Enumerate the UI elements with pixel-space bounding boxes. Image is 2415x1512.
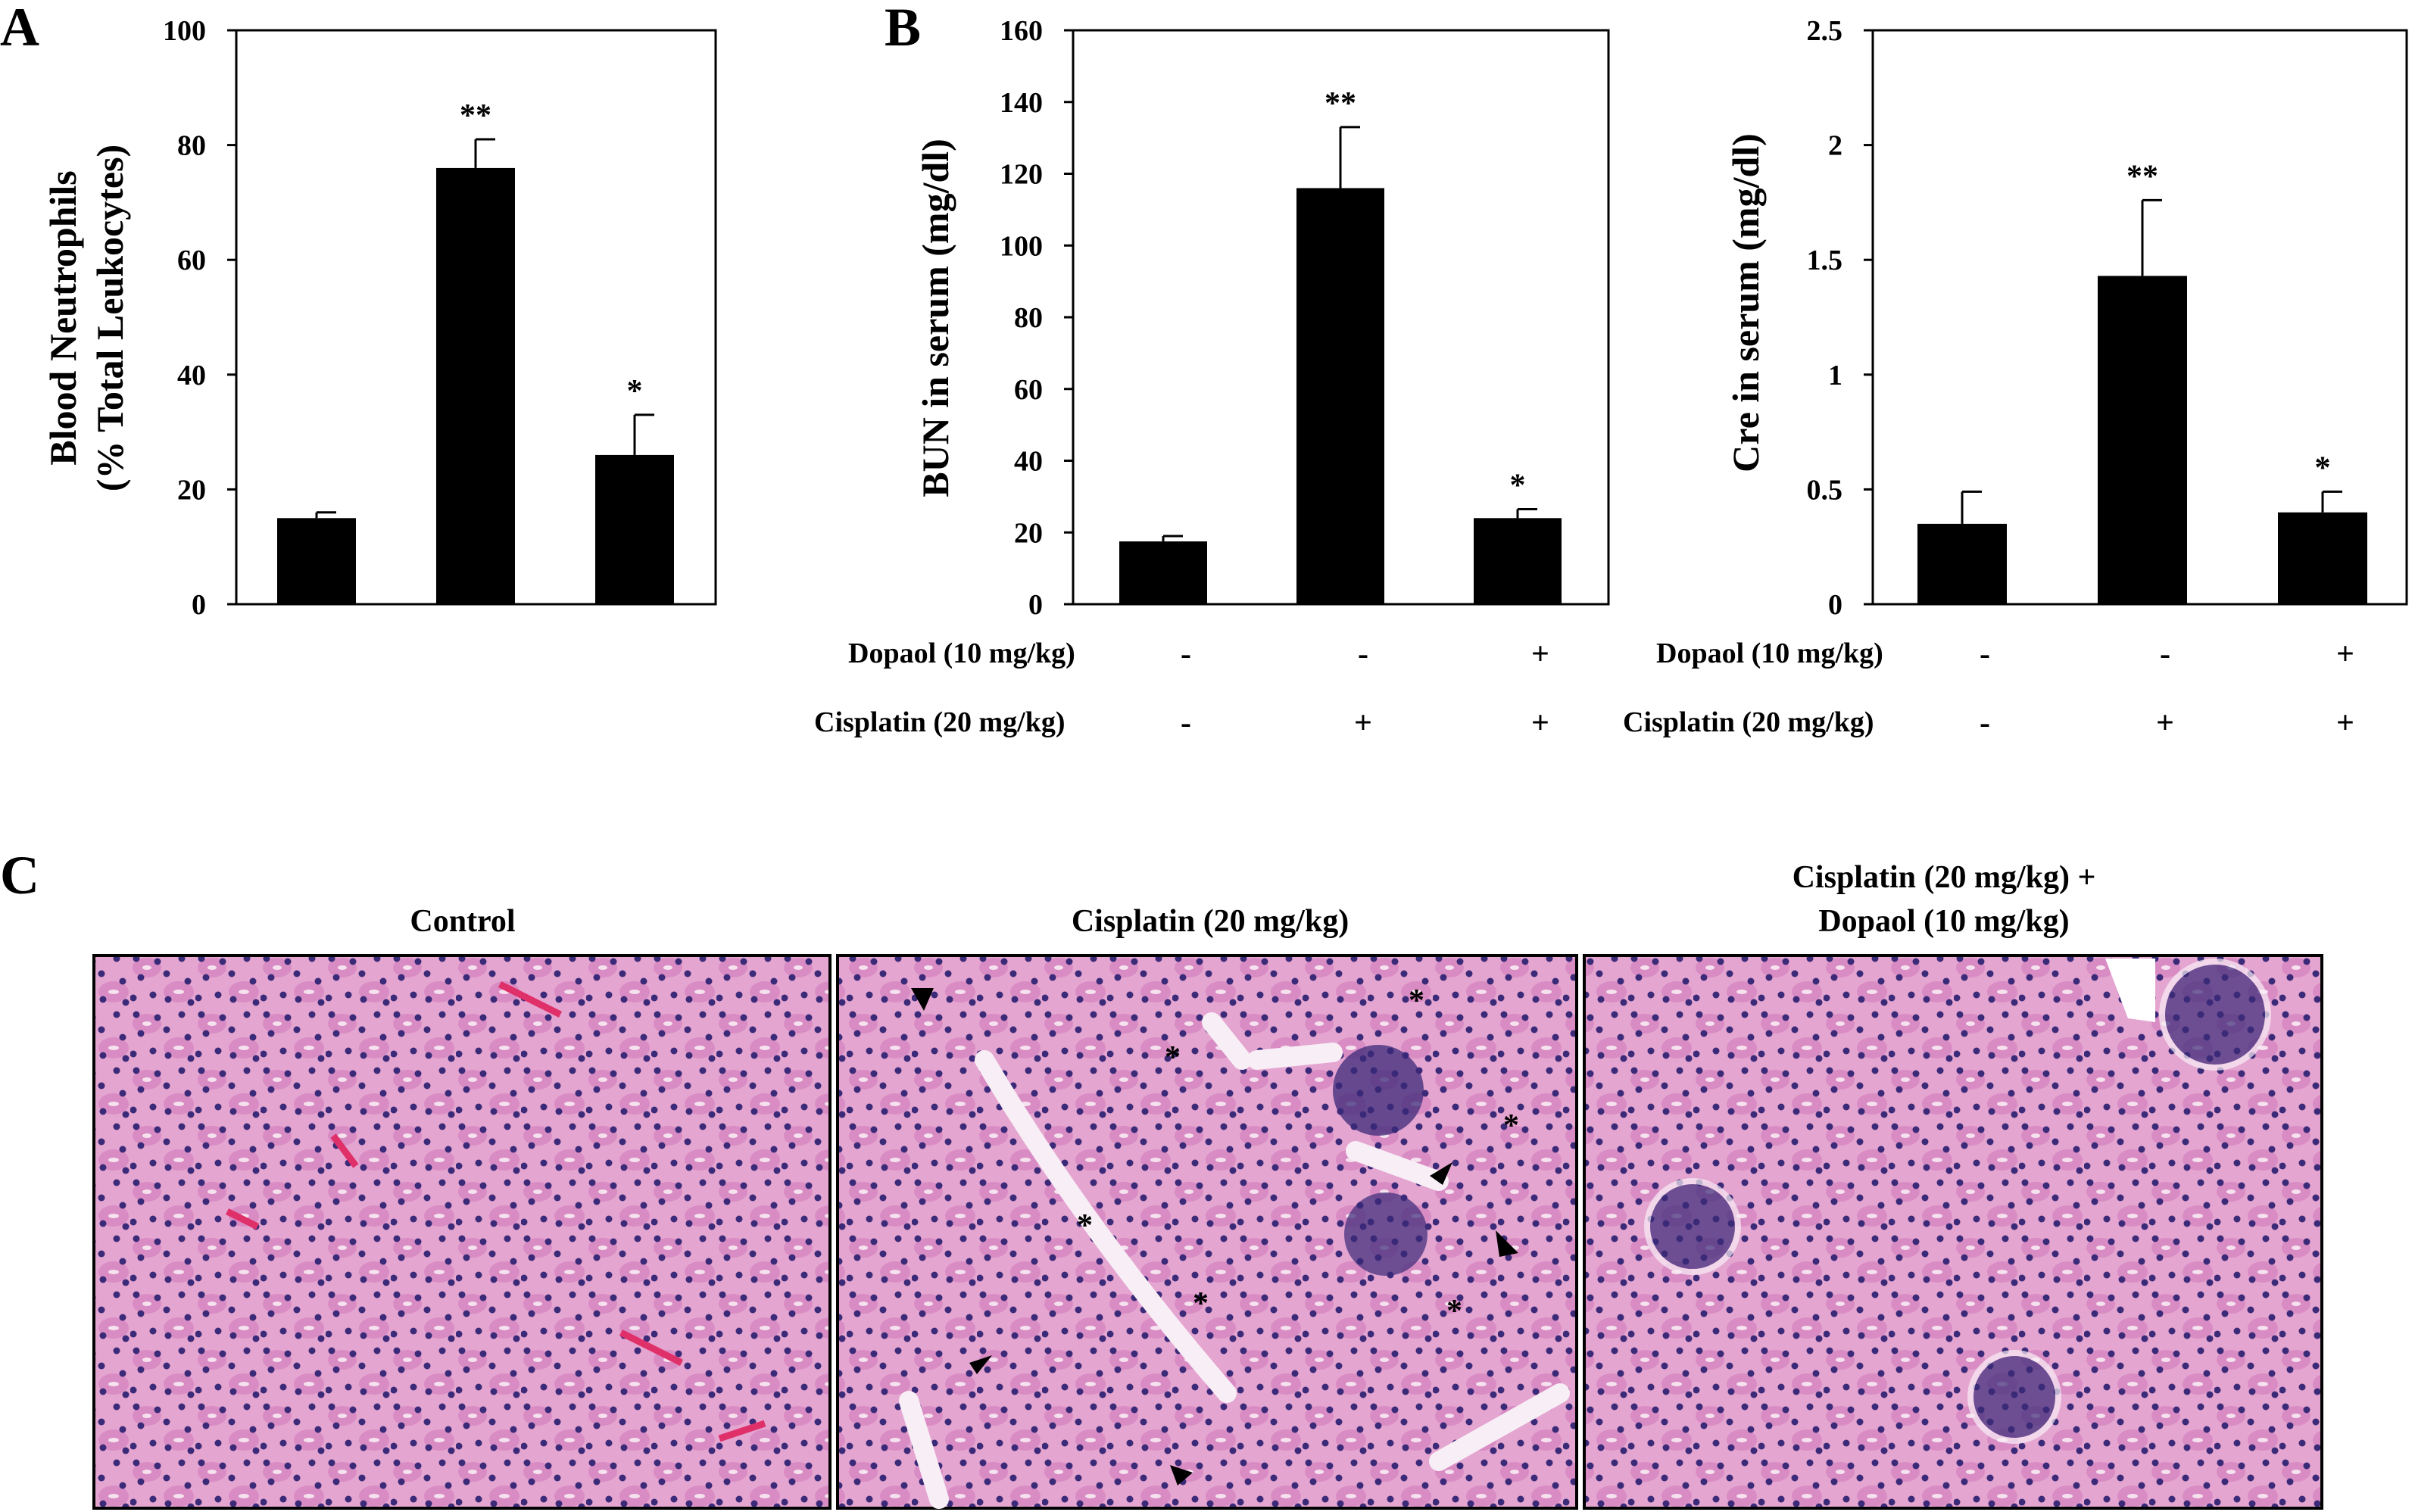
arrow-marker (1430, 1162, 1452, 1185)
bar (436, 167, 515, 605)
micrograph-control-tissue (92, 954, 832, 1510)
bar (1474, 518, 1562, 604)
y-tick-label: 0 (1828, 589, 1842, 621)
glomerulus (1967, 1350, 2061, 1444)
condition-signs: - - - + + + - - - + + + (1181, 637, 2354, 740)
y-tick-label: 80 (177, 130, 206, 162)
y-tick-label: 40 (1014, 446, 1043, 478)
significance-marker: * (2315, 450, 2331, 485)
significance-marker: * (627, 374, 643, 409)
significance-marker: * (1510, 468, 1526, 503)
dopaol-sign: - (1358, 637, 1368, 672)
y-tick-label: 1.5 (1807, 245, 1843, 276)
chart-creatinine: 00.511.522.5*** (1807, 15, 2408, 621)
cisplatin-sign: - (1181, 706, 1191, 740)
arrowhead-marker (1170, 1465, 1193, 1486)
dopaol-sign: + (2336, 637, 2354, 672)
panel-letter-b: B (885, 0, 921, 58)
glomerulus (1644, 1178, 1741, 1275)
asterisk-marker: * (1165, 1040, 1181, 1075)
bar (1917, 523, 2007, 604)
bar (2278, 512, 2367, 604)
bar (277, 518, 356, 604)
arrowhead-marker (911, 988, 934, 1011)
bar (2098, 276, 2187, 604)
ylabel-neutrophils-line1: Blood Neutrophils (42, 170, 84, 465)
bar (1296, 188, 1384, 604)
y-tick-label: 60 (1014, 374, 1043, 406)
cisplatin-sign: + (1531, 706, 1549, 740)
y-tick-label: 0 (192, 589, 206, 621)
glomerulus (1333, 1045, 1424, 1136)
ylabel-creatinine: Cre in serum (mg/dl) (1724, 133, 1767, 472)
rbc-streak (225, 980, 766, 1442)
y-tick-label: 0.5 (1807, 474, 1843, 506)
y-tick-label: 20 (177, 474, 206, 506)
cisplatin-label-right: Cisplatin (20 mg/kg) (1623, 706, 1874, 738)
lumen-damage (899, 1012, 1570, 1509)
arrow-marker (1496, 1230, 1518, 1257)
micrograph-control (92, 954, 832, 1510)
arrowhead-marker (969, 1355, 992, 1374)
dopaol-sign: + (1531, 637, 1549, 672)
y-tick-label: 2.5 (1807, 15, 1843, 47)
y-tick-label: 1 (1828, 360, 1842, 391)
significance-marker: ** (1325, 86, 1356, 121)
histology-title-cisplatin: Cisplatin (20 mg/kg) (1072, 904, 1349, 939)
panel-letter-c: C (0, 845, 39, 906)
dopaol-sign: - (2160, 637, 2170, 672)
ylabel-bun: BUN in serum (mg/dl) (914, 139, 956, 497)
bar (1119, 541, 1207, 604)
micrograph-cisplatin-tissue (836, 954, 1578, 1510)
asterisk-marker: * (1193, 1286, 1209, 1321)
dopaol-sign: - (1181, 637, 1191, 672)
cisplatin-sign: + (2156, 706, 2174, 740)
dopaol-label-right: Dopaol (10 mg/kg) (1656, 638, 1883, 669)
glomerulus (2159, 959, 2271, 1071)
panel-letter-a: A (0, 0, 39, 58)
histology-title-combo-line2: Dopaol (10 mg/kg) (1818, 904, 2069, 939)
y-tick-label: 40 (177, 360, 206, 391)
lumen-gap (2105, 959, 2155, 1022)
y-tick-label: 20 (1014, 517, 1043, 549)
ylabel-neutrophils-line2: (% Total Leukocytes) (89, 145, 131, 491)
significance-marker: ** (2126, 159, 2158, 194)
histology-title-combo-line1: Cisplatin (20 mg/kg) + (1793, 860, 2096, 895)
asterisk-marker: * (1409, 984, 1424, 1018)
y-tick-label: 2 (1828, 130, 1842, 162)
cisplatin-sign: + (1354, 706, 1372, 740)
significance-marker: ** (460, 98, 491, 133)
dopaol-label-left: Dopaol (10 mg/kg) (848, 638, 1075, 669)
y-tick-label: 80 (1014, 302, 1043, 334)
micrograph-cisplatin: * * * * * * (836, 954, 1578, 1510)
asterisk-marker: * (1446, 1294, 1462, 1329)
glomerulus (1344, 1192, 1427, 1276)
cisplatin-sign: - (1980, 706, 1990, 740)
y-tick-label: 140 (1000, 87, 1043, 119)
histology-title-control: Control (410, 904, 515, 939)
cisplatin-sign: + (2336, 706, 2354, 740)
y-tick-label: 100 (1000, 230, 1043, 262)
asterisk-marker: * (1503, 1108, 1519, 1143)
bar (595, 454, 674, 604)
y-tick-label: 160 (1000, 15, 1043, 47)
micrograph-combo (1583, 954, 2323, 1510)
y-tick-label: 60 (177, 245, 206, 276)
dopaol-sign: - (1980, 637, 1990, 672)
y-tick-label: 120 (1000, 159, 1043, 191)
y-tick-label: 100 (163, 15, 206, 47)
cisplatin-label-left: Cisplatin (20 mg/kg) (814, 706, 1065, 738)
y-tick-label: 0 (1028, 589, 1043, 621)
asterisk-marker: * (1077, 1208, 1093, 1243)
